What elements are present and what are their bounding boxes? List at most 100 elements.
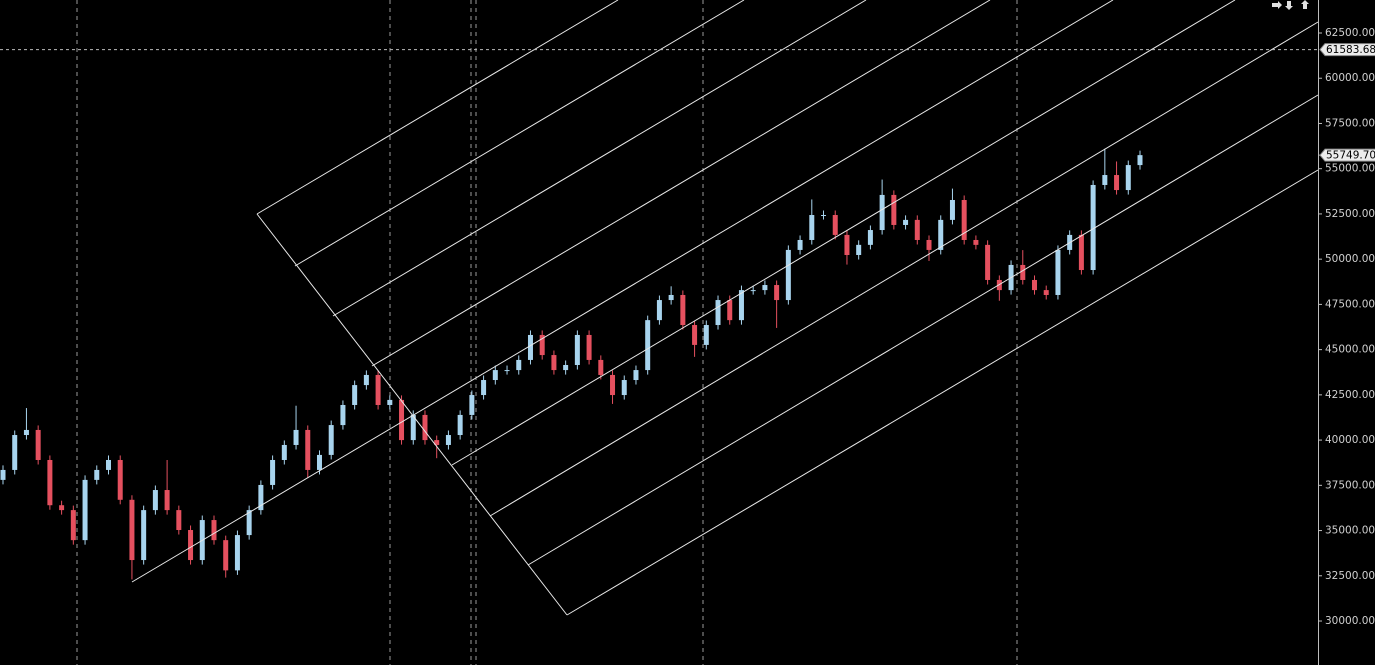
candle-body	[82, 479, 88, 541]
channel-base	[256, 213, 568, 616]
channel-line	[256, 0, 619, 215]
candle-body	[469, 395, 475, 415]
candle-body	[645, 320, 651, 371]
y-tick-label: 37500.00	[1325, 479, 1375, 491]
candle-body	[879, 194, 885, 231]
candle-body	[1078, 234, 1084, 271]
candle-body	[821, 215, 827, 217]
candle-body	[891, 194, 897, 225]
candle-body	[328, 425, 334, 455]
candle-body	[293, 429, 299, 445]
channel-line	[451, 0, 1236, 466]
candle-body	[363, 374, 369, 386]
candle-body	[1102, 175, 1108, 185]
icon-arrow-up[interactable]	[1301, 0, 1309, 9]
candle-body	[598, 359, 604, 375]
candle-body	[94, 469, 100, 480]
fibonacci-channel	[131, 0, 1319, 616]
candle-body	[715, 300, 721, 326]
channel-line	[332, 0, 867, 317]
channel-line	[489, 21, 1319, 517]
candle-body	[809, 215, 815, 240]
y-tick-label: 50000.00	[1325, 253, 1375, 265]
y-tick-label: 60000.00	[1325, 72, 1375, 84]
y-tick-label: 52500.00	[1325, 208, 1375, 220]
candle-body	[270, 459, 276, 485]
channel-line	[527, 94, 1319, 566]
candle-body	[258, 484, 264, 511]
candle-body	[1125, 165, 1131, 191]
candle-body	[504, 370, 510, 372]
candle-body	[434, 440, 440, 445]
candle-body	[867, 230, 873, 245]
icon-arrow-right[interactable]	[1272, 1, 1282, 9]
candle-body	[973, 239, 979, 245]
y-tick-label: 62500.00	[1325, 27, 1375, 39]
y-tick-label: 32500.00	[1325, 570, 1375, 582]
candle-body	[926, 239, 932, 250]
channel-line	[294, 0, 745, 267]
candle-body	[152, 490, 158, 511]
candle-body	[375, 374, 381, 405]
candle-body	[680, 294, 686, 326]
candle-body	[1137, 155, 1143, 166]
candle-body	[316, 454, 322, 470]
candle-body	[422, 414, 428, 441]
candle-body	[305, 429, 311, 470]
candle-body	[1055, 249, 1061, 295]
candle-body	[164, 490, 170, 511]
candle-body	[856, 244, 862, 255]
candle-body	[949, 199, 955, 220]
price-label-box	[1319, 43, 1375, 57]
candle-body	[340, 404, 346, 426]
candle-body	[551, 355, 557, 371]
candle-body	[785, 249, 791, 301]
candle-body	[1043, 290, 1049, 295]
candle-body	[105, 459, 111, 470]
candle-body	[23, 429, 29, 436]
channel-line	[371, 0, 991, 367]
candles	[0, 148, 1143, 580]
candle-body	[12, 435, 18, 470]
toolbar-icons	[1272, 0, 1309, 10]
candle-body	[563, 365, 569, 371]
icon-arrow-down[interactable]	[1285, 1, 1293, 10]
y-tick-label: 30000.00	[1325, 615, 1375, 627]
candle-body	[481, 380, 487, 396]
candle-body	[281, 444, 287, 460]
candle-body	[47, 459, 53, 506]
candle-body	[1114, 175, 1120, 191]
candle-body	[727, 300, 733, 321]
candle-body	[1090, 184, 1096, 271]
candle-body	[176, 510, 182, 531]
candle-body	[516, 359, 522, 371]
channel-line	[131, 0, 1114, 583]
candle-body	[1020, 264, 1026, 280]
candle-body	[832, 215, 838, 235]
candle-body	[621, 380, 627, 396]
y-tick-label: 55000.00	[1325, 163, 1375, 175]
price-label: 55749.70	[1326, 150, 1375, 162]
candle-body	[797, 239, 803, 250]
candle-body	[129, 499, 135, 561]
candle-body	[539, 334, 545, 356]
candle-body	[610, 374, 616, 396]
candle-body	[762, 285, 768, 291]
candle-body	[188, 530, 194, 561]
candle-body	[410, 414, 416, 441]
candle-body	[352, 385, 358, 405]
candle-body	[234, 535, 240, 571]
candle-body	[633, 370, 639, 381]
candle-body	[399, 399, 405, 441]
candle-body	[774, 285, 780, 301]
candle-body	[35, 429, 41, 460]
time-separators	[76, 0, 1018, 665]
candle-body	[223, 540, 229, 571]
candle-body	[656, 300, 662, 321]
channel-line	[566, 169, 1319, 616]
candle-body	[70, 510, 76, 541]
candle-body	[59, 505, 65, 511]
y-tick-label: 40000.00	[1325, 434, 1375, 446]
